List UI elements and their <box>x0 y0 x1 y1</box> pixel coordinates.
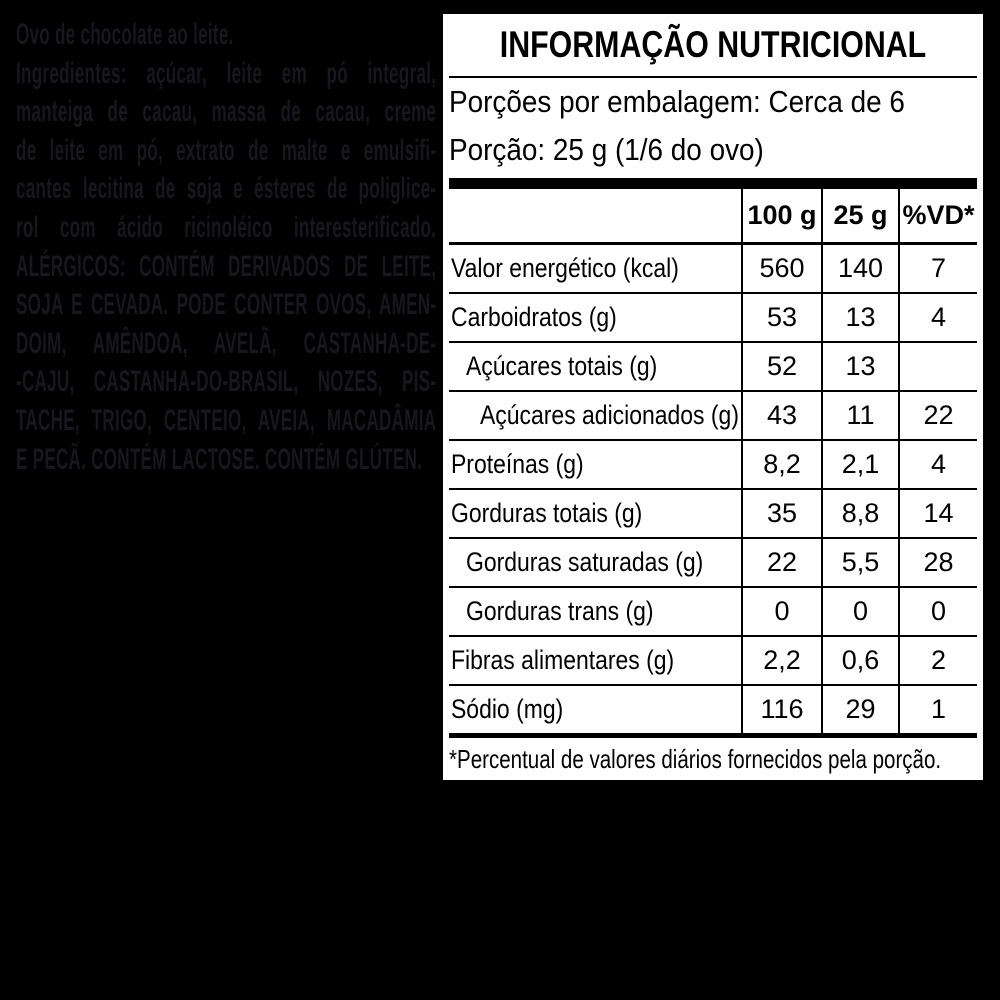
nutrient-row: Fibras alimentares (g) 2,2 0,6 2 <box>449 636 977 686</box>
package-text-line: Ingredientes: açúcar, leite em pó integr… <box>16 56 437 90</box>
nutrition-table: 100 g 25 g %VD* Valor energético (kcal) … <box>449 189 977 733</box>
value-per-100g: 53 <box>741 293 822 343</box>
package-text-line: Ovo de chocolate ao leite. <box>16 18 234 51</box>
nutrient-label: Açúcares totais (g) <box>466 351 658 381</box>
value-percent-dv: 0 <box>898 587 977 637</box>
nutrient-row: Gorduras totais (g) 35 8,8 14 <box>449 489 977 539</box>
value-percent-dv: 14 <box>898 489 977 539</box>
nutrient-row: Gorduras saturadas (g) 22 5,5 28 <box>449 538 977 588</box>
package-text-line: ALÉRGICOS: CONTÉM DERIVADOS DE LEITE, <box>16 249 437 283</box>
value-per-25g: 11 <box>821 391 899 441</box>
servings-per-package-line: Porções por embalagem: Cerca de 6 <box>449 84 905 119</box>
value-percent-dv: 7 <box>898 243 977 294</box>
package-text-line: manteiga de cacau, massa de cacau, creme <box>16 95 437 129</box>
nutrient-label: Gorduras totais (g) <box>451 498 643 528</box>
value-per-25g: 13 <box>821 342 899 392</box>
header-25g: 25 g <box>821 189 899 245</box>
nutrient-label: Proteínas (g) <box>451 449 584 479</box>
value-per-100g: 560 <box>741 243 822 294</box>
nutrient-label: Carboidratos (g) <box>451 302 617 332</box>
header-100g: 100 g <box>741 189 822 245</box>
package-text-line: de leite em pó, extrato de malte e emuls… <box>16 133 437 167</box>
nutrient-label: Valor energético (kcal) <box>451 253 679 283</box>
daily-value-footnote: *Percentual de valores diários fornecido… <box>449 744 942 774</box>
table-bottom-bar <box>449 733 977 738</box>
value-percent-dv <box>898 342 977 392</box>
value-per-25g: 8,8 <box>821 489 899 539</box>
nutrient-row: Carboidratos (g) 53 13 4 <box>449 293 977 343</box>
value-percent-dv: 22 <box>898 391 977 441</box>
portion-size-line: Porção: 25 g (1/6 do ovo) <box>449 132 764 167</box>
nutrient-label: Açúcares adicionados (g) <box>480 400 739 430</box>
value-per-25g: 2,1 <box>821 440 899 490</box>
package-text-line: TACHE, TRIGO, CENTEIO, AVEIA, MACADÂMIA <box>16 403 437 437</box>
package-text-line: E PECÃ. CONTÉM LACTOSE. CONTÉM GLÚTEN. <box>16 442 423 476</box>
header-vd: %VD* <box>898 189 977 245</box>
nutrient-label: Gorduras trans (g) <box>466 596 654 626</box>
package-text-line: rol com ácido ricinoléico interesterific… <box>16 210 437 244</box>
package-text-line: -CAJU, CASTANHA-DO-BRASIL, NOZES, PIS- <box>16 365 437 399</box>
nutrition-panel-title: INFORMAÇÃO NUTRICIONAL <box>449 14 977 76</box>
nutrient-label: Sódio (mg) <box>451 694 564 724</box>
header-empty-cell <box>449 189 742 245</box>
value-percent-dv: 4 <box>898 440 977 490</box>
nutrient-row: Proteínas (g) 8,2 2,1 4 <box>449 440 977 490</box>
value-per-100g: 22 <box>741 538 822 588</box>
value-percent-dv: 1 <box>898 685 977 733</box>
package-text-line: DOIM, AMÊNDOA, AVELÃ, CASTANHA-DE- <box>16 326 437 360</box>
nutrient-row: Valor energético (kcal) 560 140 7 <box>449 243 977 294</box>
nutrient-row: Açúcares totais (g) 52 13 <box>449 342 977 392</box>
package-text-line: cantes lecitina de soja e ésteres de pol… <box>16 172 437 206</box>
package-text-line: SOJA E CEVADA. PODE CONTER OVOS, AMEN- <box>16 288 437 322</box>
value-per-25g: 5,5 <box>821 538 899 588</box>
nutrient-label: Gorduras saturadas (g) <box>466 547 704 577</box>
value-percent-dv: 2 <box>898 636 977 686</box>
nutrient-label: Fibras alimentares (g) <box>451 645 675 675</box>
nutrient-row: Açúcares adicionados (g) 43 11 22 <box>449 391 977 441</box>
value-per-100g: 43 <box>741 391 822 441</box>
value-per-25g: 29 <box>821 685 899 733</box>
table-top-bar <box>449 178 977 189</box>
nutrient-row: Sódio (mg) 116 29 1 <box>449 685 977 733</box>
value-per-25g: 0,6 <box>821 636 899 686</box>
value-per-25g: 13 <box>821 293 899 343</box>
value-per-25g: 0 <box>821 587 899 637</box>
value-per-100g: 52 <box>741 342 822 392</box>
value-per-100g: 2,2 <box>741 636 822 686</box>
value-per-100g: 35 <box>741 489 822 539</box>
value-per-100g: 8,2 <box>741 440 822 490</box>
table-header-row: 100 g 25 g %VD* <box>449 189 977 245</box>
value-percent-dv: 4 <box>898 293 977 343</box>
package-ingredients-text: Ovo de chocolate ao leite. Ingredientes: … <box>16 16 436 479</box>
value-per-25g: 140 <box>821 243 899 294</box>
title-divider <box>449 76 977 78</box>
nutrient-row: Gorduras trans (g) 0 0 0 <box>449 587 977 637</box>
value-per-100g: 0 <box>741 587 822 637</box>
value-per-100g: 116 <box>741 685 822 733</box>
nutrition-panel-title-text: INFORMAÇÃO NUTRICIONAL <box>499 24 927 65</box>
nutrition-facts-panel: INFORMAÇÃO NUTRICIONAL Porções por embal… <box>443 14 983 780</box>
value-percent-dv: 28 <box>898 538 977 588</box>
